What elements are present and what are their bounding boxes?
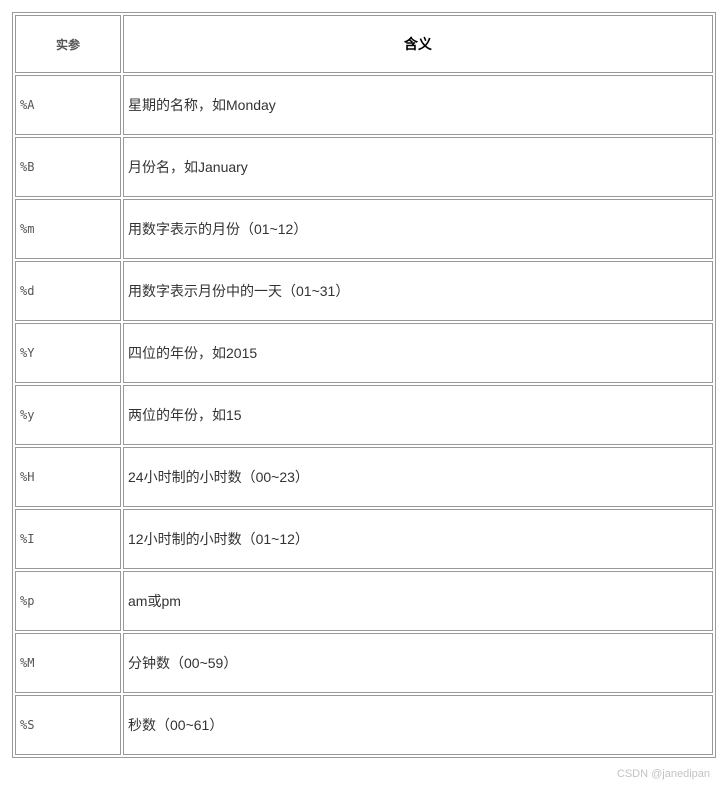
format-specifier-table: 实参 含义 %A 星期的名称，如Monday %B 月份名，如January %…: [12, 12, 716, 758]
cell-meaning: 24小时制的小时数（00~23）: [123, 447, 713, 507]
cell-meaning: 用数字表示的月份（01~12）: [123, 199, 713, 259]
watermark-text: CSDN @janedipan: [617, 768, 710, 780]
cell-meaning: 两位的年份，如15: [123, 385, 713, 445]
cell-param: %A: [15, 75, 121, 135]
cell-param: %Y: [15, 323, 121, 383]
cell-meaning: 星期的名称，如Monday: [123, 75, 713, 135]
header-meaning: 含义: [123, 15, 713, 73]
header-param: 实参: [15, 15, 121, 73]
table-row: %B 月份名，如January: [15, 137, 713, 197]
cell-meaning: am或pm: [123, 571, 713, 631]
cell-param: %B: [15, 137, 121, 197]
cell-param: %M: [15, 633, 121, 693]
cell-meaning: 12小时制的小时数（01~12）: [123, 509, 713, 569]
cell-meaning: 分钟数（00~59）: [123, 633, 713, 693]
table-row: %I 12小时制的小时数（01~12）: [15, 509, 713, 569]
cell-param: %S: [15, 695, 121, 755]
table-row: %Y 四位的年份，如2015: [15, 323, 713, 383]
table-row: %A 星期的名称，如Monday: [15, 75, 713, 135]
cell-param: %m: [15, 199, 121, 259]
table-row: %M 分钟数（00~59）: [15, 633, 713, 693]
cell-param: %H: [15, 447, 121, 507]
table-row: %S 秒数（00~61）: [15, 695, 713, 755]
cell-meaning: 月份名，如January: [123, 137, 713, 197]
table-header-row: 实参 含义: [15, 15, 713, 73]
cell-meaning: 用数字表示月份中的一天（01~31）: [123, 261, 713, 321]
table-row: %y 两位的年份，如15: [15, 385, 713, 445]
cell-param: %I: [15, 509, 121, 569]
table-row: %d 用数字表示月份中的一天（01~31）: [15, 261, 713, 321]
table-row: %p am或pm: [15, 571, 713, 631]
cell-meaning: 秒数（00~61）: [123, 695, 713, 755]
table-row: %H 24小时制的小时数（00~23）: [15, 447, 713, 507]
cell-param: %y: [15, 385, 121, 445]
cell-param: %p: [15, 571, 121, 631]
table-row: %m 用数字表示的月份（01~12）: [15, 199, 713, 259]
cell-param: %d: [15, 261, 121, 321]
cell-meaning: 四位的年份，如2015: [123, 323, 713, 383]
